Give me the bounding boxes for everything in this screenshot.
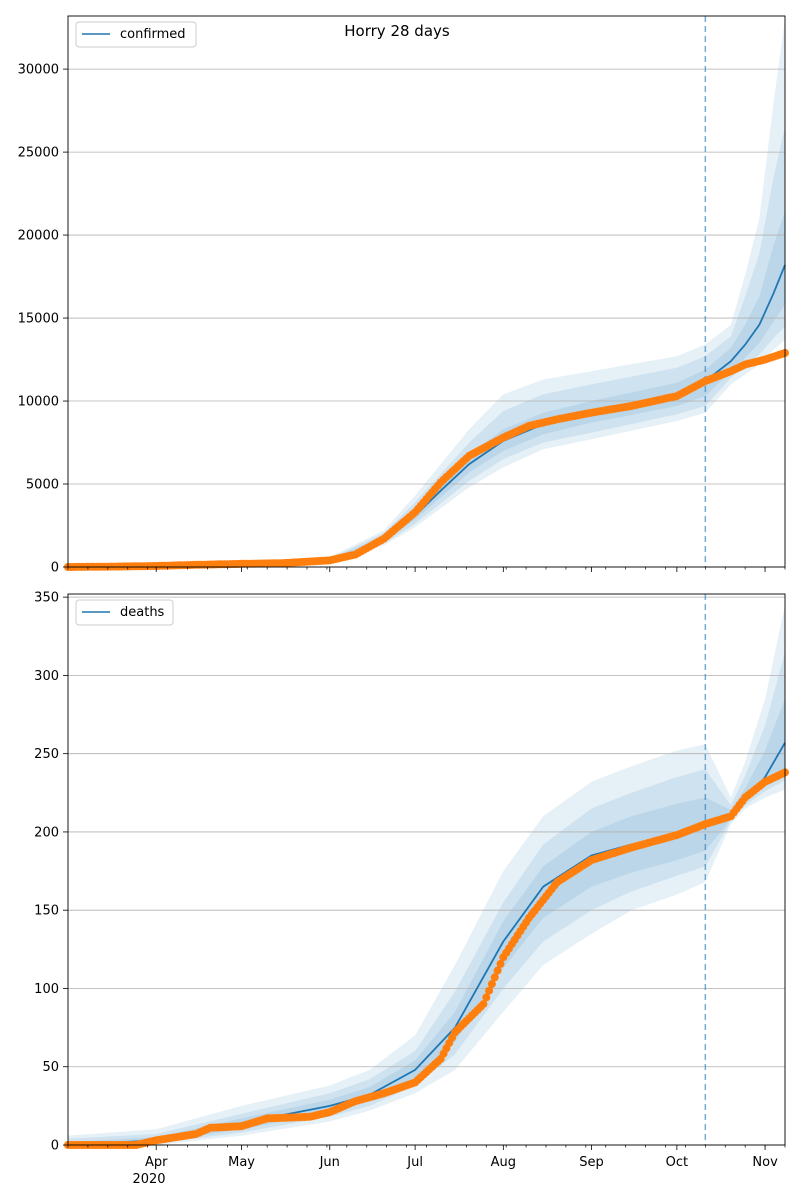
y-tick-label: 150 (34, 904, 59, 919)
y-tick-label: 300 (34, 669, 59, 684)
legend-label-deaths: deaths (120, 605, 165, 620)
deaths-y-axis: 0 50 100 150 200 250 300 350 (34, 591, 68, 1154)
legend-box (75, 21, 197, 48)
y-tick-label: 200 (34, 825, 59, 840)
y-tick-label: 50 (42, 1060, 59, 1075)
y-tick-label: 5000 (26, 478, 59, 493)
y-tick-label: 10000 (18, 395, 59, 410)
confirmed-legend: confirmed (75, 21, 197, 48)
uncertainty-band-0 (68, 19, 785, 568)
observed-point (493, 966, 502, 975)
x-tick-label: Apr (145, 1155, 168, 1170)
x-tick-label: Oct (666, 1155, 688, 1170)
chart-title: Horry 28 days (344, 22, 450, 40)
y-tick-label: 100 (34, 982, 59, 997)
observed-point (485, 986, 494, 995)
deaths-uncertainty-bands (68, 605, 785, 1145)
deaths-panel: 0 50 100 150 200 250 300 350 Apr May Jun Jul Aug Sep… (34, 591, 789, 1187)
deaths-observed-points (64, 768, 789, 1149)
confirmed-uncertainty-bands (68, 19, 785, 568)
x-tick-label: Sep (579, 1155, 604, 1170)
x-year-label: 2020 (132, 1172, 165, 1187)
legend-label-confirmed: confirmed (120, 27, 186, 42)
uncertainty-band-1 (68, 651, 785, 1145)
deaths-legend: deaths (75, 599, 174, 626)
observed-point (487, 980, 496, 988)
deaths-x-axis: Apr May Jun Jul Aug Sep Oct Nov (67, 1145, 786, 1170)
confirmed-observed-points (64, 348, 789, 571)
y-tick-label: 25000 (18, 146, 59, 161)
x-tick-label: May (228, 1155, 255, 1170)
x-tick-label: Jun (319, 1155, 340, 1170)
y-tick-label: 350 (34, 591, 59, 606)
observed-point (479, 1000, 488, 1009)
y-tick-label: 20000 (18, 229, 59, 244)
y-tick-label: 15000 (18, 312, 59, 327)
confirmed-y-axis: 0 5000 10000 15000 20000 25000 30000 (18, 63, 68, 576)
x-tick-label: Aug (491, 1155, 516, 1170)
y-tick-label: 30000 (18, 63, 59, 78)
observed-point (496, 959, 505, 968)
y-tick-label: 250 (34, 747, 59, 762)
x-tick-label: Nov (752, 1155, 778, 1170)
confirmed-panel: 0 5000 10000 15000 20000 25000 30000 Horry 28 … (18, 15, 789, 576)
observed-point (490, 973, 499, 982)
confirmed-x-axis-ticks (67, 567, 786, 572)
y-tick-label: 0 (51, 561, 59, 576)
y-tick-label: 0 (51, 1139, 59, 1154)
uncertainty-band-0 (68, 605, 785, 1145)
uncertainty-band-2 (68, 698, 785, 1145)
x-tick-label: Jul (406, 1155, 423, 1170)
legend-box (75, 599, 174, 626)
observed-point (482, 993, 491, 1002)
